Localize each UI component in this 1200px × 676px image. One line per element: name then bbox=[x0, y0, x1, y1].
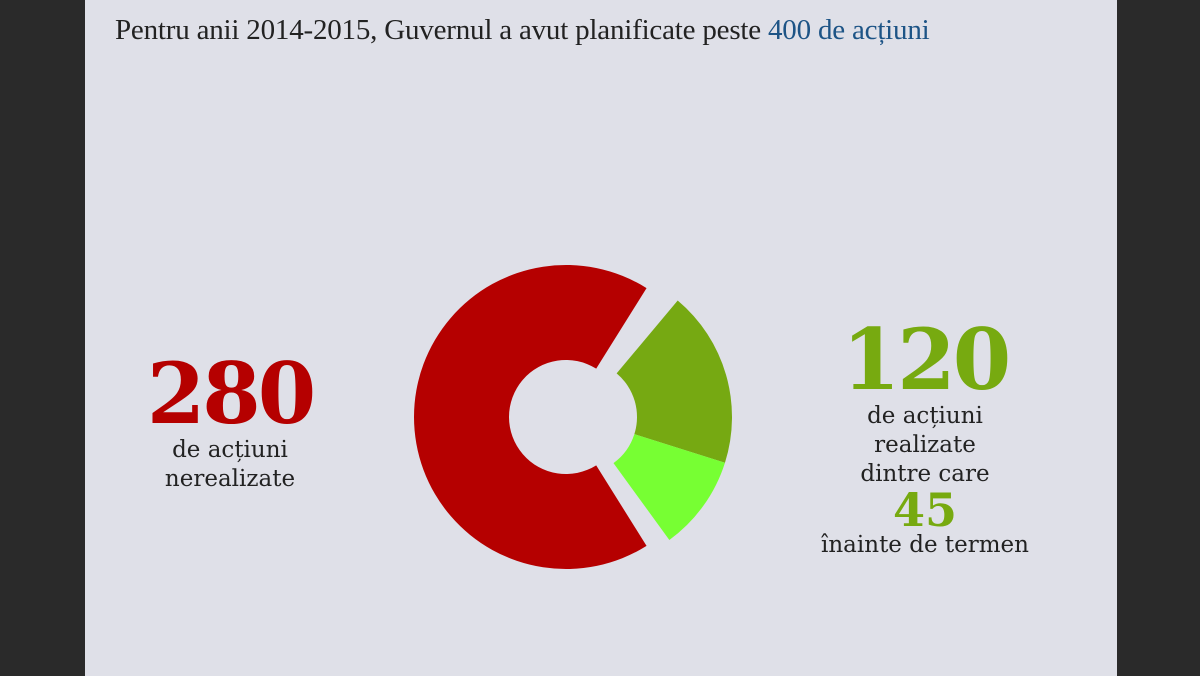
donut-slice-realized bbox=[616, 300, 732, 463]
donut-slice-early bbox=[613, 434, 725, 540]
page-title: Pentru anii 2014-2015, Guvernul a avut p… bbox=[115, 14, 930, 47]
realized-line1: de acțiuni bbox=[867, 403, 983, 429]
early-line: înainte de termen bbox=[821, 532, 1029, 558]
title-text: Pentru anii 2014-2015, Guvernul a avut p… bbox=[115, 14, 768, 46]
realized-value: 120 bbox=[841, 310, 1011, 409]
unrealized-label: 280 de acțiuni nerealizate bbox=[130, 352, 330, 494]
realized-line2: realizate bbox=[874, 432, 976, 458]
realized-label: 120 de acțiuni realizate dintre care 45 … bbox=[795, 318, 1055, 560]
unrealized-line2: nerealizate bbox=[164, 466, 296, 492]
unrealized-line1: de acțiuni bbox=[172, 437, 288, 463]
unrealized-value: 280 bbox=[146, 344, 316, 443]
realized-line3: dintre care bbox=[860, 461, 990, 487]
early-value: 45 bbox=[892, 483, 957, 537]
title-highlight: 400 de acțiuni bbox=[768, 14, 930, 46]
donut-slice-unrealized bbox=[414, 265, 647, 569]
